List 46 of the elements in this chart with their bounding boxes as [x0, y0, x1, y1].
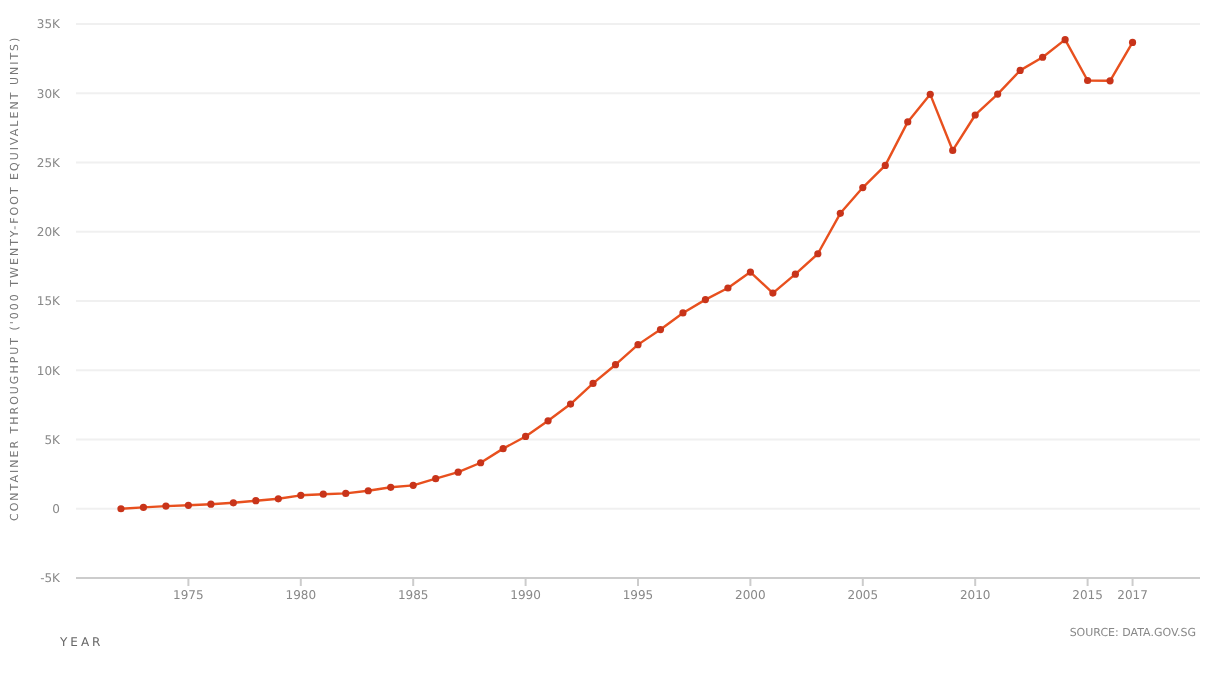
point: [499, 445, 507, 453]
point: [724, 284, 732, 292]
point: [454, 468, 462, 476]
point: [679, 309, 687, 317]
point: [994, 90, 1002, 98]
point: [364, 487, 372, 495]
point: [139, 503, 148, 511]
point: [971, 111, 979, 119]
point: [1106, 77, 1114, 85]
point: [836, 209, 844, 217]
point: [207, 500, 215, 508]
point: [432, 475, 440, 483]
point: [1061, 36, 1069, 44]
point: [319, 490, 327, 498]
point: [117, 505, 125, 513]
point: [252, 497, 260, 505]
point: [791, 270, 799, 278]
point: [746, 268, 754, 276]
point: [1128, 38, 1137, 47]
point: [229, 499, 237, 507]
point: [1016, 66, 1024, 74]
point: [184, 501, 192, 509]
point: [949, 146, 957, 155]
point: [297, 491, 305, 499]
point: [477, 459, 485, 467]
point: [387, 483, 395, 491]
point: [1039, 53, 1047, 61]
point: [162, 502, 170, 510]
point: [859, 183, 867, 192]
point: [522, 432, 530, 441]
point: [611, 361, 620, 369]
point: [342, 489, 350, 497]
point: [589, 379, 597, 388]
point: [814, 250, 822, 258]
point: [926, 90, 934, 98]
point: [274, 495, 282, 503]
point: [1084, 76, 1092, 85]
point: [881, 161, 889, 170]
point: [701, 296, 710, 304]
point: [634, 341, 642, 349]
point: [769, 289, 777, 297]
point: [544, 417, 552, 425]
point: [904, 118, 912, 126]
point: [409, 481, 417, 489]
point: [566, 400, 575, 408]
point: [656, 325, 665, 334]
